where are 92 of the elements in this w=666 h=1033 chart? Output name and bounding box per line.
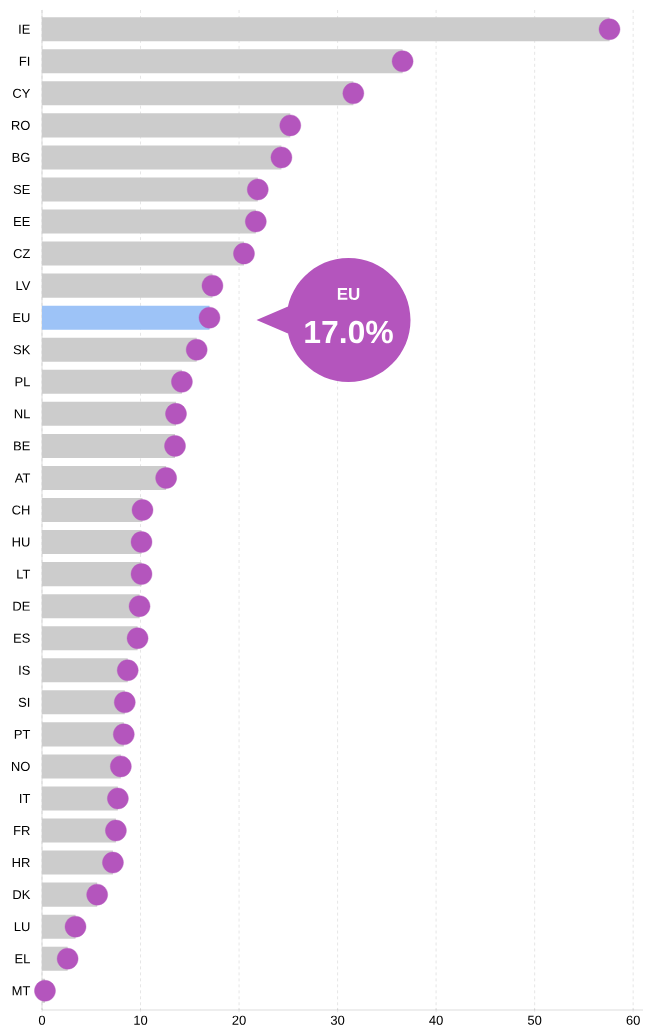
point — [233, 242, 255, 265]
y-tick-label: CY — [13, 88, 31, 98]
bar — [42, 177, 258, 202]
bar — [42, 562, 142, 587]
y-tick-label: NO — [11, 761, 30, 771]
y-tick-label: LT — [17, 569, 31, 579]
x-tick-label: 0 — [38, 1015, 46, 1025]
point — [391, 50, 414, 72]
y-tick-label: FR — [14, 826, 30, 835]
y-tick-label: HR — [12, 858, 30, 868]
bar — [42, 145, 282, 170]
point — [117, 659, 139, 681]
bar — [42, 273, 213, 298]
bar — [42, 465, 167, 490]
point — [105, 819, 127, 842]
bar — [42, 337, 197, 362]
y-tick-label: CH — [12, 505, 30, 515]
bar — [42, 690, 125, 715]
point — [130, 531, 153, 553]
point — [171, 371, 193, 393]
bar — [42, 49, 403, 74]
bar — [42, 209, 256, 234]
y-tick-label: IT — [20, 794, 31, 803]
y-tick-label: EE — [14, 217, 30, 226]
y-tick-label: PL — [15, 377, 30, 387]
point — [130, 563, 153, 585]
point — [247, 178, 269, 201]
point — [201, 274, 224, 297]
x-tick-label: 40 — [429, 1015, 443, 1025]
y-tick-label: RO — [11, 120, 30, 130]
y-tick-label: IS — [19, 665, 30, 675]
y-tick-label: SK — [13, 345, 31, 355]
point — [185, 339, 208, 361]
y-tick-label: SI — [18, 697, 30, 707]
bar — [42, 401, 176, 426]
y-tick-label: LV — [16, 281, 31, 291]
point — [113, 723, 135, 746]
point — [114, 691, 136, 714]
bar — [42, 594, 140, 619]
point — [86, 883, 108, 906]
x-tick-label: 30 — [330, 1015, 345, 1025]
bar — [42, 530, 142, 555]
bar — [42, 113, 291, 138]
point — [110, 755, 132, 778]
point — [155, 467, 177, 489]
bar — [42, 658, 128, 683]
y-tick-label: FI — [19, 56, 30, 66]
point — [102, 851, 124, 874]
y-tick-label: NL — [14, 409, 30, 419]
bar — [42, 722, 124, 747]
y-tick-label: DE — [13, 601, 30, 611]
bar — [42, 17, 610, 42]
y-tick-label: CZ — [13, 249, 30, 259]
x-tick-label: 60 — [626, 1015, 640, 1025]
point — [164, 435, 186, 457]
y-tick-label: BE — [14, 441, 30, 451]
point — [165, 403, 187, 425]
point — [131, 499, 154, 521]
x-tick-label: 20 — [232, 1015, 246, 1025]
point — [56, 948, 79, 970]
y-tick-label: AT — [14, 473, 31, 483]
point — [34, 980, 56, 1002]
y-tick-label: BG — [12, 152, 30, 163]
y-tick-label: IE — [19, 24, 30, 34]
bar — [42, 626, 138, 651]
y-tick-label: LU — [14, 922, 30, 932]
point — [279, 114, 301, 137]
point — [128, 595, 151, 617]
point — [245, 210, 267, 233]
y-tick-label: DK — [13, 890, 31, 900]
point — [198, 306, 221, 329]
y-tick-label: EU — [13, 313, 30, 323]
bar — [42, 81, 354, 106]
bar — [42, 497, 143, 523]
y-tick-label: MT — [12, 986, 31, 996]
y-tick-label: EL — [15, 954, 30, 964]
point — [64, 915, 87, 938]
point — [126, 627, 149, 649]
y-tick-label: HU — [12, 537, 30, 547]
y-tick-label: SE — [13, 184, 30, 195]
point — [270, 146, 293, 169]
bar — [42, 305, 210, 330]
x-tick-label: 50 — [527, 1015, 542, 1025]
point — [598, 18, 621, 40]
y-tick-label: PT — [14, 729, 31, 739]
y-tick-label: ES — [14, 633, 30, 643]
point — [107, 787, 129, 810]
bar — [42, 369, 182, 394]
bar — [42, 433, 176, 458]
point — [342, 82, 365, 105]
x-tick-label: 10 — [134, 1015, 148, 1025]
bar — [42, 241, 244, 266]
